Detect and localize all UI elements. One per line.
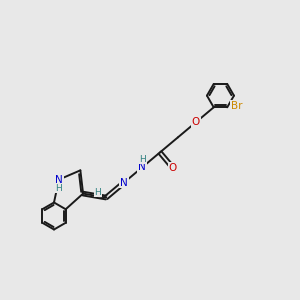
Text: H: H	[94, 188, 101, 197]
Text: N: N	[55, 175, 63, 184]
Text: N: N	[120, 178, 128, 188]
Text: H: H	[56, 184, 62, 193]
Text: Br: Br	[231, 101, 243, 111]
Text: H: H	[139, 154, 145, 164]
Text: N: N	[138, 163, 146, 172]
Text: O: O	[169, 163, 177, 173]
Text: O: O	[192, 117, 200, 128]
